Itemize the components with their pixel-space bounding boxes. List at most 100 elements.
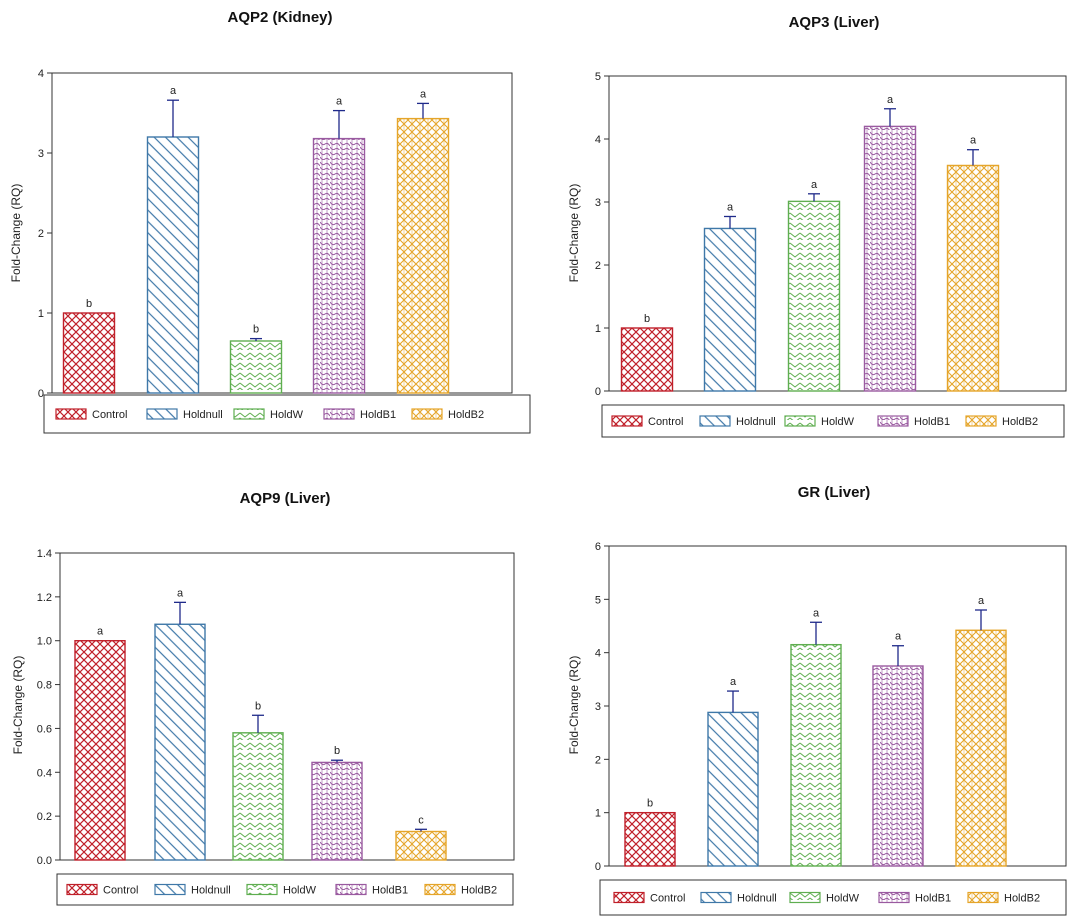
legend: Control Holdnull HoldW HoldB1 HoldB2: [601, 404, 1065, 438]
chart-title: AQP9 (Liver): [240, 490, 331, 507]
legend-swatch-control: [613, 891, 645, 904]
y-tick-label: 4: [595, 134, 601, 146]
y-tick-label: 1: [38, 308, 44, 320]
y-tick-label: 5: [595, 71, 601, 83]
y-tick-label: 0.2: [37, 811, 52, 823]
significance-letter: a: [336, 96, 343, 108]
bar-holdnull: [154, 623, 206, 861]
legend-swatch-holdw: [784, 415, 816, 427]
legend-label: HoldB1: [915, 893, 951, 905]
y-tick-label: 1.2: [37, 592, 52, 604]
y-tick-label: 3: [38, 148, 44, 160]
bar-holdb1: [312, 137, 366, 394]
plot-area: 0.0 0.2 0.4 0.6 0.8 1.0 1.2 1.4 a a b b c: [37, 548, 515, 867]
legend-label: Holdnull: [191, 885, 231, 897]
bar-holdw: [787, 200, 841, 392]
bar-holdnull: [146, 136, 200, 394]
significance-letter: a: [170, 85, 177, 97]
legend-swatch-holdb1: [323, 408, 355, 420]
chart-gr-liver: GR (Liver) Fold-Change (RQ) 0 1 2 3 4 5 6 b a a a a…: [567, 484, 1067, 916]
y-tick-label: 3: [595, 701, 601, 713]
significance-letter: a: [813, 607, 820, 619]
chart-aqp3-liver: AQP3 (Liver) Fold-Change (RQ) 0 1 2 3 4 5 b a a a…: [567, 14, 1067, 438]
y-axis-label: Fold-Change (RQ): [567, 656, 581, 755]
y-tick-label: 4: [595, 648, 601, 660]
legend-label: Holdnull: [737, 893, 777, 905]
y-tick-label: 2: [595, 754, 601, 766]
legend-label: HoldB1: [914, 416, 950, 428]
bar-holdb1: [863, 125, 917, 392]
legend-label: HoldB2: [461, 885, 497, 897]
significance-letter: c: [418, 814, 424, 826]
legend-swatch-holdw: [246, 883, 278, 896]
chart-aqp9-liver: AQP9 (Liver) Fold-Change (RQ) 0.0 0.2 0.4 0…: [11, 490, 515, 906]
legend-swatch-holdb1: [335, 883, 367, 896]
bar-holdb1: [872, 665, 924, 867]
significance-letter: a: [811, 179, 818, 191]
legend-label: Control: [103, 885, 138, 897]
significance-letter: a: [420, 88, 427, 100]
y-tick-label: 1.0: [37, 636, 52, 648]
legend-swatch-holdnull: [146, 408, 178, 420]
bar-holdnull: [707, 711, 759, 867]
legend-swatch-holdb2: [965, 415, 997, 427]
legend: Control Holdnull HoldW HoldB1 HoldB2: [43, 394, 531, 434]
significance-letter: a: [970, 135, 977, 147]
plot-area: 0 1 2 3 4 5 b a a a a: [595, 71, 1067, 398]
chart-title: GR (Liver): [798, 484, 871, 501]
chart-aqp2-kidney: AQP2 (Kidney) Fold-Change (RQ) 0 1 2 3 4 b a b a…: [9, 9, 531, 434]
legend-label: HoldW: [270, 409, 304, 421]
bar-control: [620, 327, 674, 392]
y-tick-label: 0: [595, 386, 601, 398]
legend-swatch-holdw: [789, 891, 821, 904]
y-tick-label: 0.8: [37, 680, 52, 692]
y-tick-label: 0: [595, 861, 601, 873]
legend-label: HoldB1: [360, 409, 396, 421]
legend-label: HoldB1: [372, 885, 408, 897]
y-tick-label: 5: [595, 594, 601, 606]
bar-holdb2: [946, 164, 1000, 392]
bar-holdb2: [395, 830, 447, 861]
significance-letter: a: [97, 626, 104, 638]
y-axis-label: Fold-Change (RQ): [9, 184, 23, 283]
significance-letter: a: [727, 201, 734, 213]
legend-label: HoldW: [826, 893, 860, 905]
bar-holdb2: [955, 629, 1007, 867]
significance-letter: a: [177, 587, 184, 599]
legend-swatch-holdw: [233, 408, 265, 420]
legend-swatch-control: [611, 415, 643, 427]
y-tick-label: 6: [595, 541, 601, 553]
y-tick-label: 2: [38, 228, 44, 240]
significance-letter: b: [86, 298, 92, 310]
legend-swatch-holdb2: [424, 883, 456, 896]
plot-area: 0 1 2 3 4 b a b a a: [38, 68, 513, 400]
legend-label: Control: [650, 893, 685, 905]
significance-letter: a: [730, 676, 737, 688]
bar-control: [624, 811, 676, 867]
legend-label: HoldW: [821, 416, 855, 428]
legend-box: [43, 394, 531, 434]
significance-letter: b: [255, 700, 261, 712]
plot-area: 0 1 2 3 4 5 6 b a a a a: [595, 541, 1067, 873]
bar-holdw: [232, 732, 284, 861]
legend-swatch-control: [55, 408, 87, 420]
y-tick-label: 0.4: [37, 767, 52, 779]
legend-swatch-holdnull: [154, 883, 186, 896]
significance-letter: a: [895, 631, 902, 643]
legend: Control Holdnull HoldW HoldB1 HoldB2: [56, 873, 514, 906]
significance-letter: b: [644, 313, 650, 325]
legend-label: Control: [92, 409, 127, 421]
y-axis-label: Fold-Change (RQ): [11, 656, 25, 755]
y-tick-label: 0: [38, 388, 44, 400]
bar-holdw: [229, 340, 283, 394]
legend-label: Holdnull: [183, 409, 223, 421]
y-tick-label: 3: [595, 197, 601, 209]
legend-swatch-holdb2: [411, 408, 443, 420]
chart-title: AQP3 (Liver): [789, 14, 880, 31]
legend-swatch-control: [66, 883, 98, 896]
y-axis-label: Fold-Change (RQ): [567, 184, 581, 283]
y-tick-label: 0.0: [37, 855, 52, 867]
legend-swatch-holdb1: [877, 415, 909, 427]
bar-holdw: [790, 643, 842, 867]
